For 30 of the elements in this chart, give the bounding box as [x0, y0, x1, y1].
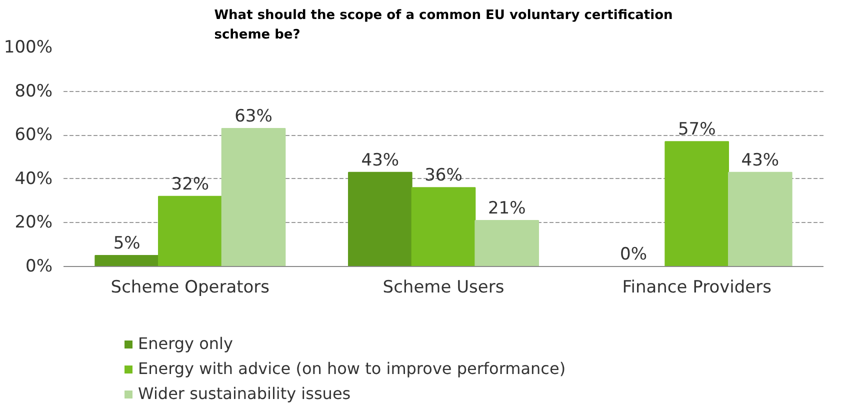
data-label: 57%	[678, 120, 716, 140]
bar	[474, 220, 539, 266]
legend-label: Wider sustainability issues	[138, 384, 351, 403]
data-label: 63%	[234, 106, 272, 127]
legend-label: Energy with advice (on how to improve performance)	[138, 359, 566, 378]
y-tick-label: 0%	[26, 256, 53, 276]
bar	[728, 172, 792, 266]
bar	[158, 196, 222, 266]
y-tick-label: 20%	[14, 212, 53, 233]
data-label: 43%	[361, 150, 400, 170]
bar	[411, 187, 476, 266]
legend-label: Energy only	[138, 334, 233, 353]
data-label: 32%	[171, 174, 210, 194]
x-tick-label: Scheme Users	[382, 278, 504, 298]
chart-title: What should the scope of a common EU voluntary certification scheme be?	[214, 8, 673, 42]
bar	[221, 128, 286, 266]
y-tick-label: 40%	[14, 168, 53, 189]
y-tick-label: 60%	[14, 125, 53, 146]
bar	[348, 172, 412, 266]
bar	[94, 255, 159, 266]
y-tick-label: 80%	[14, 81, 53, 102]
data-label: 21%	[488, 198, 526, 219]
data-label: 0%	[620, 244, 647, 264]
x-tick-label: Finance Providers	[622, 278, 772, 298]
data-label: 36%	[424, 166, 462, 186]
data-label: 5%	[113, 234, 140, 254]
x-tick-label: Scheme Operators	[110, 278, 270, 298]
data-label: 43%	[741, 150, 780, 170]
bar	[664, 141, 729, 266]
y-tick-label: 100%	[4, 38, 53, 58]
